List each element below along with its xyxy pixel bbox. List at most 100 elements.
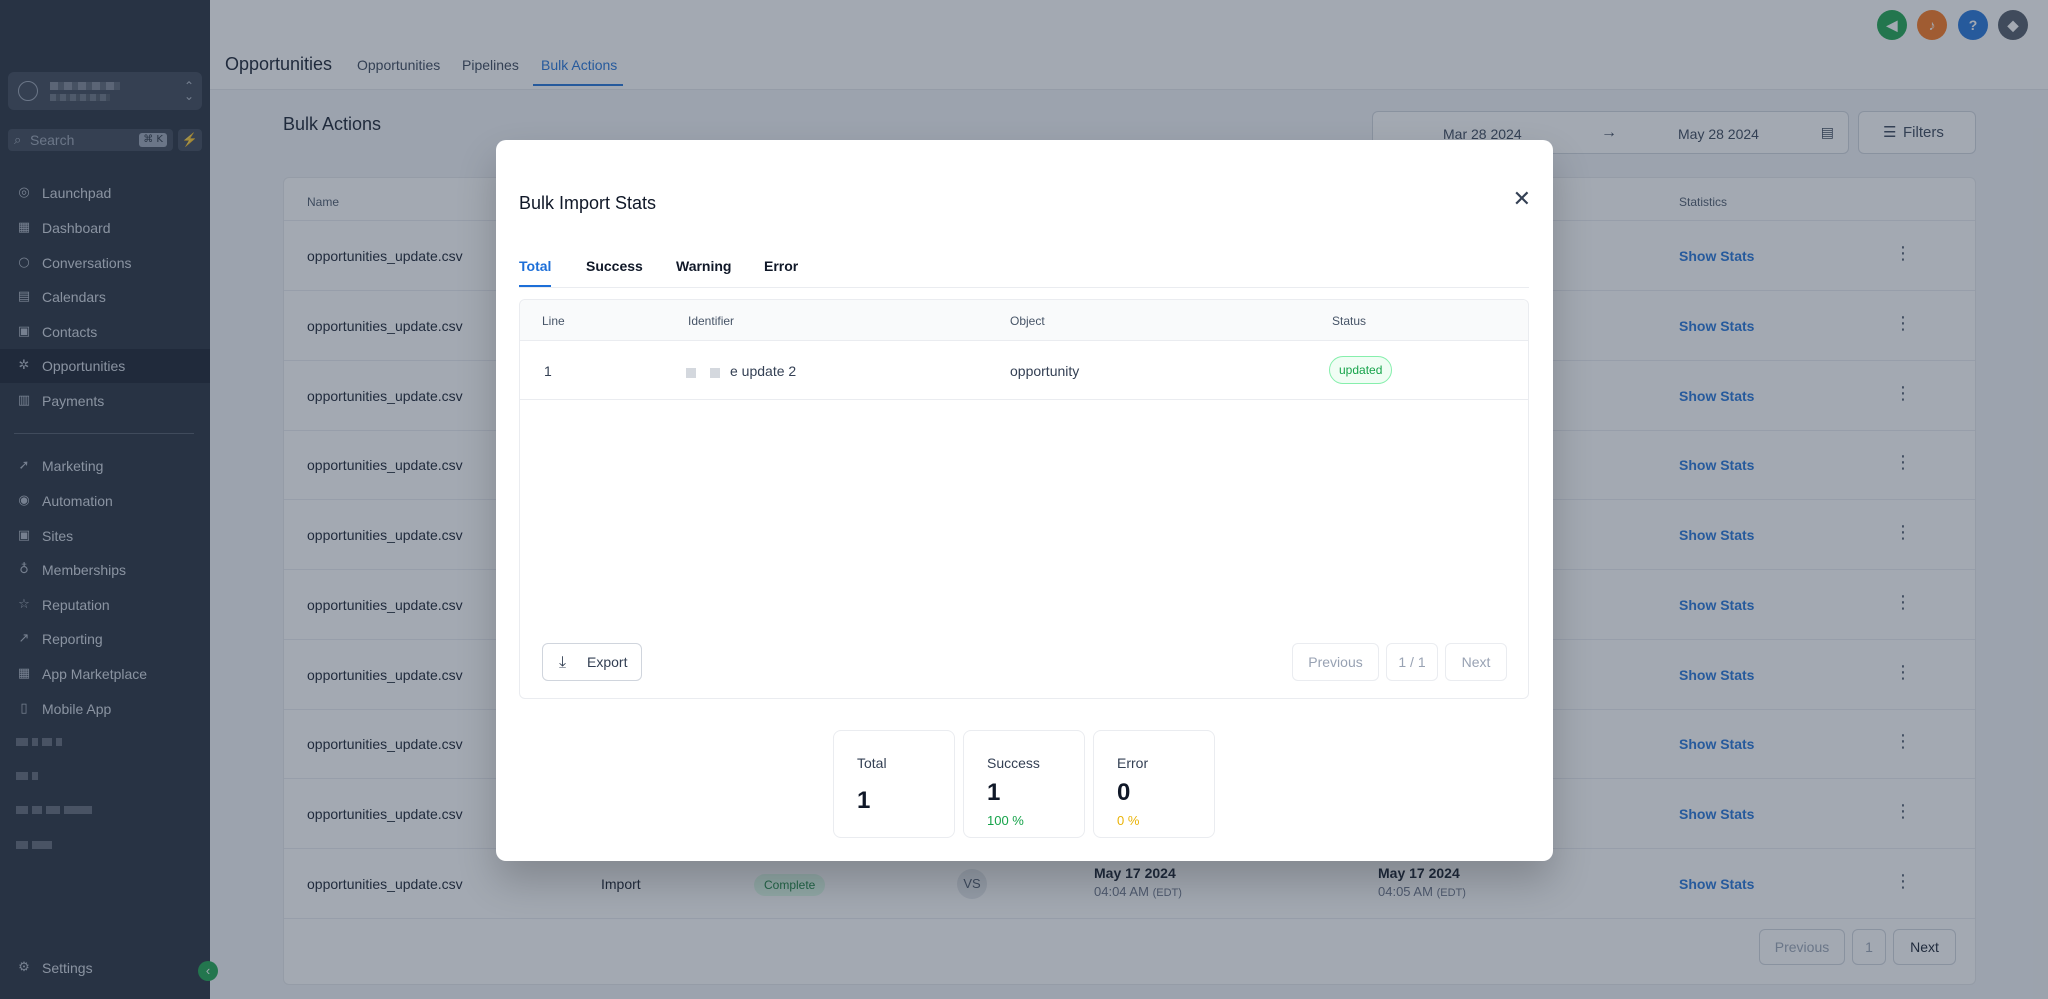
sidebar-item-label: Contacts (42, 324, 98, 340)
sidebar-item-reputation[interactable]: ☆ Reputation (0, 588, 210, 622)
sidebar-item-app-marketplace[interactable]: ▦ App Marketplace (0, 657, 210, 691)
page-number[interactable]: 1 (1852, 929, 1886, 965)
show-stats-link[interactable]: Show Stats (1679, 876, 1755, 892)
download-icon: ⤓ (559, 652, 567, 671)
star-icon: ☆ (18, 597, 30, 612)
sidebar-item-launchpad[interactable]: ◎ Launchpad (0, 176, 210, 210)
file-name: opportunities_update.csv (307, 318, 463, 334)
sidebar-item-redacted[interactable] (16, 738, 66, 748)
filters-label: Filters (1903, 124, 1944, 141)
tab-pipelines[interactable]: Pipelines (462, 57, 519, 73)
more-options-icon[interactable]: ⋮ (1894, 592, 1912, 613)
previous-page-button[interactable]: Previous (1759, 929, 1845, 965)
show-stats-link[interactable]: Show Stats (1679, 457, 1755, 473)
show-stats-link[interactable]: Show Stats (1679, 527, 1755, 543)
sidebar-item-memberships[interactable]: ♁ Memberships (0, 553, 210, 587)
show-stats-link[interactable]: Show Stats (1679, 597, 1755, 613)
sidebar-item-label: App Marketplace (42, 666, 148, 682)
action-type: Import (601, 876, 641, 892)
sidebar-item-label: Marketing (42, 458, 104, 474)
export-button[interactable]: ⤓ Export (542, 643, 642, 681)
chevron-updown-icon: ⌃ ⌄ (183, 79, 194, 103)
export-label: Export (587, 654, 628, 670)
file-name: opportunities_update.csv (307, 876, 463, 892)
more-options-icon[interactable]: ⋮ (1894, 871, 1912, 892)
sidebar-item-conversations[interactable]: ○ Conversations (0, 246, 210, 280)
sidebar-item-sites[interactable]: ▣ Sites (0, 519, 210, 553)
show-stats-link[interactable]: Show Stats (1679, 388, 1755, 404)
account-switcher[interactable]: ⌃ ⌄ (8, 72, 202, 110)
mobile-icon: ▯ (20, 701, 28, 716)
calendar-icon: ▤ (17, 289, 31, 304)
created-time: 04:04 AM (EDT) (1094, 884, 1182, 899)
more-options-icon[interactable]: ⋮ (1894, 383, 1912, 404)
previous-page-button[interactable]: Previous (1292, 643, 1379, 681)
sidebar-item-reporting[interactable]: ↗ Reporting (0, 622, 210, 656)
stat-percent: 100 % (987, 813, 1024, 828)
show-stats-link[interactable]: Show Stats (1679, 318, 1755, 334)
sidebar-item-redacted[interactable] (16, 772, 42, 782)
date-from: Mar 28 2024 (1443, 126, 1522, 142)
sidebar-item-payments[interactable]: ▥ Payments (0, 384, 210, 418)
show-stats-link[interactable]: Show Stats (1679, 806, 1755, 822)
sidebar-item-marketing[interactable]: ➚ Marketing (0, 449, 210, 483)
sidebar-item-contacts[interactable]: ▣ Contacts (0, 315, 210, 349)
help-icon[interactable]: ? (1958, 10, 1988, 40)
sidebar-item-label: Reporting (42, 631, 103, 647)
file-name: opportunities_update.csv (307, 597, 463, 613)
column-header-line: Line (542, 314, 565, 328)
more-options-icon[interactable]: ⋮ (1894, 243, 1912, 264)
show-stats-link[interactable]: Show Stats (1679, 667, 1755, 683)
sidebar-item-redacted[interactable] (16, 841, 56, 851)
avatar[interactable]: ◆ (1998, 10, 2028, 40)
more-options-icon[interactable]: ⋮ (1894, 522, 1912, 543)
tab-error[interactable]: Error (764, 258, 799, 274)
megaphone-icon[interactable]: ◀ (1877, 10, 1907, 40)
grid-icon: ▦ (17, 666, 31, 681)
opportunities-icon: ✲ (18, 358, 30, 373)
search-placeholder: Search (30, 132, 75, 148)
user-icon (18, 81, 38, 101)
calendar-icon: ▤ (1820, 124, 1834, 140)
bell-icon[interactable]: ♪ (1917, 10, 1947, 40)
filters-button[interactable]: ☰ Filters (1858, 111, 1976, 154)
column-header-object: Object (1010, 314, 1045, 328)
show-stats-link[interactable]: Show Stats (1679, 248, 1755, 264)
sidebar-item-opportunities[interactable]: ✲ Opportunities (0, 349, 210, 383)
more-options-icon[interactable]: ⋮ (1894, 313, 1912, 334)
more-options-icon[interactable]: ⋮ (1894, 731, 1912, 752)
sidebar-item-label: Reputation (42, 597, 110, 613)
tab-opportunities[interactable]: Opportunities (357, 57, 441, 73)
completed-date: May 17 2024 (1378, 865, 1460, 881)
sidebar-item-dashboard[interactable]: ▦ Dashboard (0, 211, 210, 245)
search-input[interactable]: ⌕ Search ⌘ K (8, 129, 173, 151)
sidebar-item-redacted[interactable] (16, 806, 96, 816)
user-avatar: VS (957, 869, 987, 899)
tab-warning[interactable]: Warning (676, 258, 732, 274)
arrow-right-icon: → (1601, 124, 1617, 141)
close-icon[interactable]: ✕ (1512, 187, 1531, 212)
completed-time-value: 04:05 AM (1378, 884, 1433, 899)
tab-total[interactable]: Total (519, 258, 552, 274)
next-page-button[interactable]: Next (1445, 643, 1507, 681)
stat-value: 1 (857, 787, 871, 814)
more-options-icon[interactable]: ⋮ (1894, 801, 1912, 822)
collapse-sidebar-button[interactable]: ‹ (198, 961, 218, 981)
more-options-icon[interactable]: ⋮ (1894, 452, 1912, 473)
show-stats-link[interactable]: Show Stats (1679, 736, 1755, 752)
sidebar-item-label: Sites (42, 528, 74, 544)
identifier: e update 2 (730, 363, 797, 379)
page-indicator: 1 / 1 (1386, 643, 1438, 681)
sidebar-item-calendars[interactable]: ▤ Calendars (0, 280, 210, 314)
sidebar-item-settings[interactable]: ⚙ Settings (0, 951, 210, 985)
next-page-button[interactable]: Next (1893, 929, 1956, 965)
timezone: (EDT) (1436, 887, 1466, 899)
tab-bulk-actions[interactable]: Bulk Actions (541, 57, 618, 73)
more-options-icon[interactable]: ⋮ (1894, 662, 1912, 683)
tab-success[interactable]: Success (586, 258, 643, 274)
quick-action-bolt-icon[interactable]: ⚡ (178, 129, 202, 151)
sidebar-item-label: Mobile App (42, 701, 112, 717)
stat-label: Total (857, 755, 887, 771)
sidebar-item-automation[interactable]: ◉ Automation (0, 484, 210, 518)
sidebar-item-mobile-app[interactable]: ▯ Mobile App (0, 692, 210, 726)
